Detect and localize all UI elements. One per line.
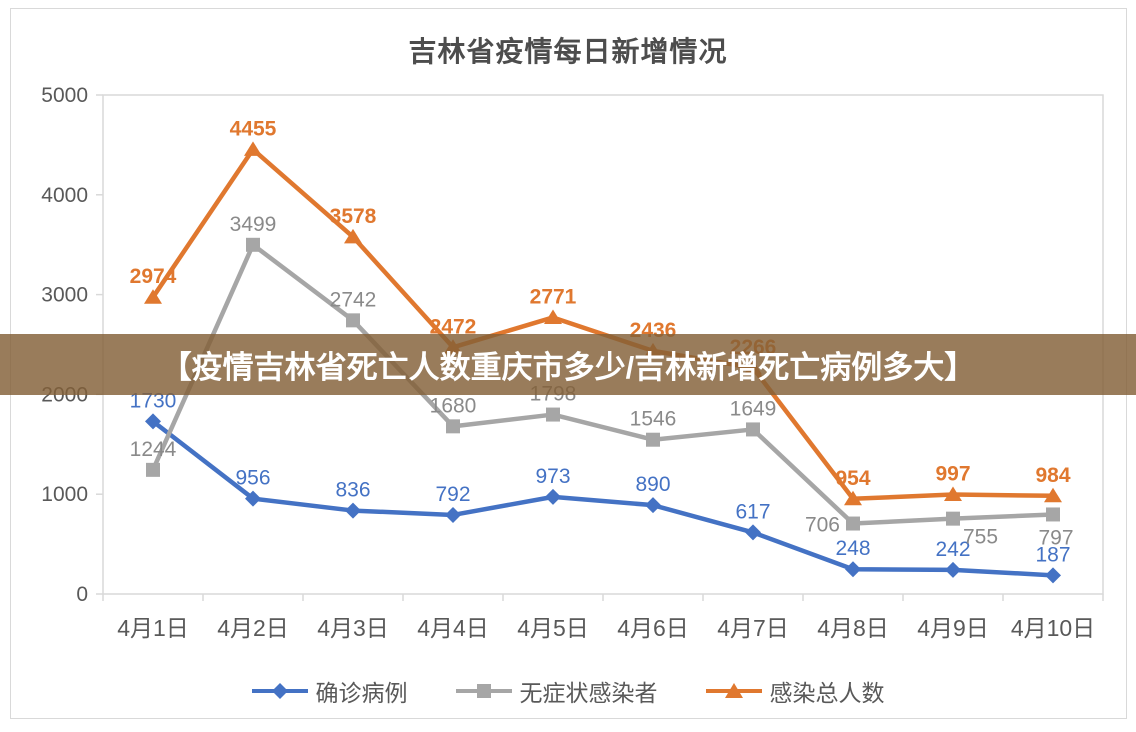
y-axis-label: 3000 (41, 284, 88, 307)
series-line (150, 147, 1056, 502)
y-axis-label: 4000 (41, 184, 88, 207)
data-point-triangle (144, 289, 162, 304)
legend-marker-square-icon (455, 684, 512, 698)
data-label: 248 (835, 537, 870, 560)
data-label: 4455 (230, 117, 277, 140)
overlay-banner: 【疫情吉林省死亡人数重庆市多少/吉林新增死亡病例多大】 (0, 334, 1136, 395)
data-point-square (846, 516, 860, 531)
data-label: 2974 (130, 265, 177, 288)
data-point-triangle (944, 486, 962, 501)
legend-marker-triangle-icon (705, 683, 762, 698)
y-axis-label: 0 (76, 583, 88, 606)
data-label: 2771 (530, 285, 577, 308)
data-label: 792 (435, 483, 470, 506)
series-line (150, 419, 1056, 578)
data-point-triangle (544, 309, 562, 324)
x-axis-label: 4月3日 (317, 615, 389, 641)
data-point-diamond (945, 561, 961, 578)
data-label: 755 (963, 526, 998, 549)
x-axis-label: 4月10日 (1011, 615, 1095, 641)
data-point-diamond (545, 488, 561, 505)
legend-marker-diamond-icon (251, 683, 308, 699)
legend-item: 无症状感染者 (455, 674, 658, 708)
data-label: 187 (1035, 543, 1070, 566)
data-point-square (346, 313, 360, 328)
data-point-square (646, 432, 660, 447)
data-point-diamond (245, 490, 261, 507)
legend-label: 确诊病例 (315, 680, 408, 706)
legend-label: 无症状感染者 (519, 680, 658, 706)
data-point-square (546, 407, 560, 422)
data-point-square (1046, 507, 1060, 522)
data-point-square (946, 511, 960, 526)
x-axis-label: 4月9日 (917, 615, 989, 641)
data-point-triangle (844, 490, 862, 506)
data-label: 973 (535, 465, 570, 488)
data-label: 3578 (330, 205, 377, 228)
x-axis-label: 4月1日 (117, 615, 189, 641)
legend-item: 感染总人数 (705, 674, 885, 708)
x-axis-label: 4月4日 (417, 615, 489, 641)
data-point-diamond (345, 502, 361, 519)
data-point-diamond (145, 413, 161, 430)
data-point-diamond (745, 524, 761, 541)
data-point-diamond (1045, 567, 1061, 584)
data-label: 1649 (730, 397, 777, 420)
data-point-square (246, 237, 260, 252)
chart-legend: 确诊病例 无症状感染者 感染总人数 (0, 668, 1136, 714)
x-axis-label: 4月7日 (717, 615, 789, 641)
data-label: 984 (1035, 464, 1070, 487)
data-point-triangle (344, 228, 362, 244)
data-label: 1244 (130, 438, 177, 461)
data-point-diamond (645, 497, 661, 514)
data-label: 997 (935, 462, 970, 485)
data-label: 1730 (130, 389, 177, 412)
data-point-diamond (445, 506, 461, 523)
series-line (150, 242, 1056, 526)
data-label: 706 (805, 514, 840, 537)
x-axis-label: 4月5日 (517, 615, 589, 641)
data-label: 617 (735, 500, 770, 523)
data-point-square (446, 419, 460, 434)
data-label: 1546 (630, 408, 677, 431)
data-point-triangle (1044, 487, 1062, 503)
overlay-banner-text: 【疫情吉林省死亡人数重庆市多少/吉林新增死亡病例多大】 (160, 350, 976, 385)
data-label: 3499 (230, 213, 277, 236)
data-label: 890 (635, 473, 670, 496)
y-axis-label: 1000 (41, 483, 88, 506)
data-label: 797 (1038, 526, 1073, 549)
data-label: 836 (335, 479, 370, 502)
x-axis-label: 4月6日 (617, 615, 689, 641)
data-label: 242 (935, 538, 970, 561)
legend-label: 感染总人数 (769, 680, 885, 706)
data-label: 1680 (430, 394, 477, 417)
legend-item: 确诊病例 (251, 674, 408, 708)
x-axis-label: 4月8日 (817, 615, 889, 641)
data-point-triangle (244, 141, 262, 156)
chart-title: 吉林省疫情每日新增情况 (408, 36, 728, 67)
y-axis-label: 5000 (41, 84, 88, 107)
data-point-diamond (845, 561, 861, 578)
data-label: 2472 (430, 315, 477, 338)
data-label: 956 (235, 467, 270, 490)
data-label: 2742 (330, 288, 377, 311)
data-point-square (146, 462, 160, 477)
data-point-square (746, 422, 760, 437)
data-label: 954 (835, 467, 870, 490)
x-axis-label: 4月2日 (217, 615, 289, 641)
